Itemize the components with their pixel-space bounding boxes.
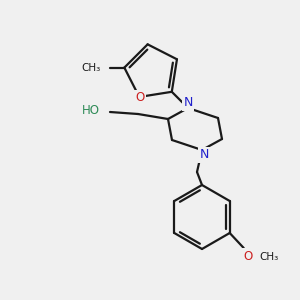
Text: N: N (183, 97, 193, 110)
Text: HO: HO (82, 103, 100, 116)
Text: CH₃: CH₃ (81, 63, 100, 73)
Text: O: O (243, 250, 252, 262)
Text: N: N (199, 148, 209, 161)
Text: O: O (136, 92, 145, 104)
Text: CH₃: CH₃ (260, 252, 279, 262)
